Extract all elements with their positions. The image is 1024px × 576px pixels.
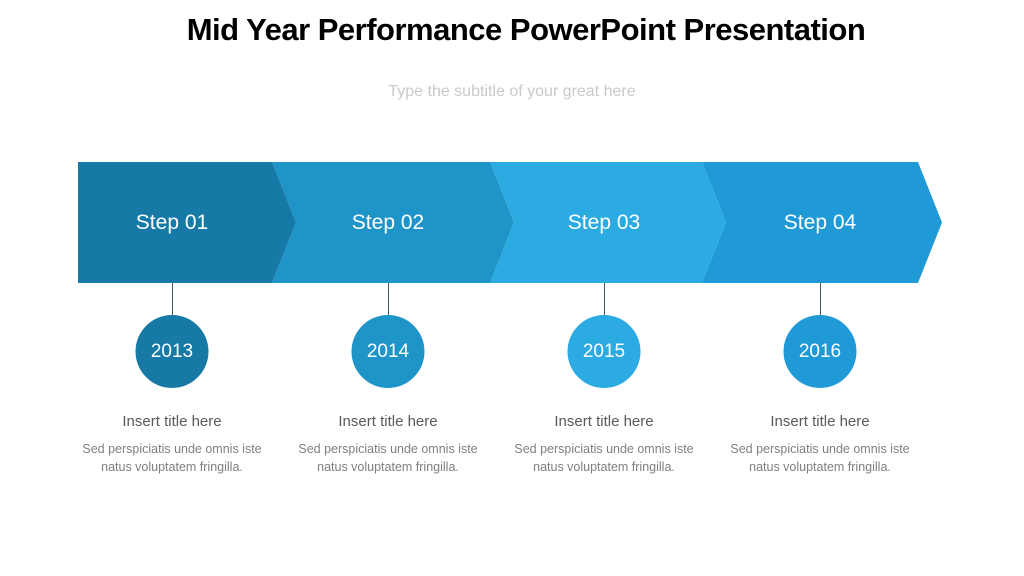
slide-title: Mid Year Performance PowerPoint Presenta…	[186, 12, 866, 47]
chevron-arrow-step-04	[702, 162, 942, 283]
year-label: 2014	[366, 340, 410, 362]
connector-line	[388, 283, 389, 315]
year-label: 2016	[798, 340, 842, 362]
item-description: Sed perspiciatis unde omnis iste natus v…	[298, 442, 478, 475]
connector-line	[820, 283, 821, 315]
step-label: Step 02	[351, 210, 425, 234]
year-circle: 2014	[351, 315, 425, 388]
chevron-arrow-step-01	[78, 162, 296, 283]
item-title: Insert title here	[122, 413, 222, 430]
step-label: Step 04	[783, 210, 857, 234]
timeline-step-4: Step 04 2016 Insert title here Sed persp…	[712, 0, 928, 576]
connector-line	[604, 283, 605, 315]
timeline-arrow-band	[0, 162, 1024, 283]
year-circle: 2016	[783, 315, 857, 388]
timeline-columns: Step 01 2013 Insert title here Sed persp…	[64, 0, 928, 576]
timeline-step-3: Step 03 2015 Insert title here Sed persp…	[496, 0, 712, 576]
item-title: Insert title here	[338, 413, 438, 430]
connector-line	[172, 283, 173, 315]
item-title: Insert title here	[554, 413, 654, 430]
step-label: Step 01	[135, 210, 209, 234]
year-label: 2013	[150, 340, 194, 362]
step-label: Step 03	[567, 210, 641, 234]
item-description: Sed perspiciatis unde omnis iste natus v…	[514, 442, 694, 475]
chevron-arrow-step-03	[490, 162, 726, 283]
subtitle-placeholder: Type the subtitle of your great here	[388, 83, 636, 100]
timeline-step-1: Step 01 2013 Insert title here Sed persp…	[64, 0, 280, 576]
year-circle: 2015	[567, 315, 641, 388]
chevron-arrow-step-02	[272, 162, 514, 283]
item-description: Sed perspiciatis unde omnis iste natus v…	[730, 442, 910, 475]
year-circle: 2013	[135, 315, 209, 388]
year-label: 2015	[582, 340, 626, 362]
item-title: Insert title here	[770, 413, 870, 430]
item-description: Sed perspiciatis unde omnis iste natus v…	[82, 442, 262, 475]
timeline-step-2: Step 02 2014 Insert title here Sed persp…	[280, 0, 496, 576]
